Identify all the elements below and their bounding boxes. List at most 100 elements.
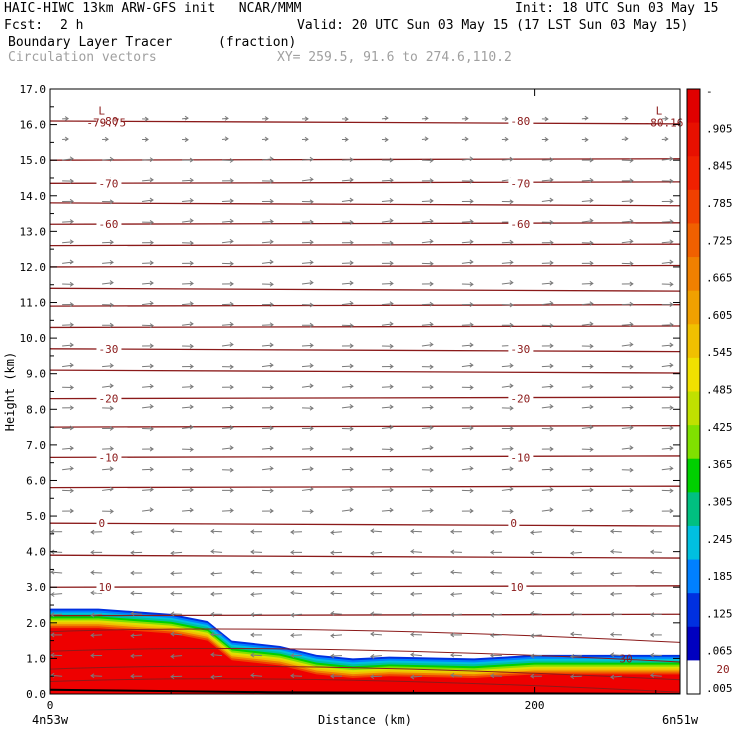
vector-arrowhead <box>549 507 554 513</box>
vector-arrowhead <box>549 280 554 286</box>
vector-arrowhead <box>269 385 274 390</box>
vector-arrowhead <box>69 445 74 451</box>
vector-arrowhead <box>509 259 514 265</box>
vector-arrow <box>62 427 74 430</box>
vector-arrowhead <box>469 259 474 265</box>
vector-arrowhead <box>349 157 354 163</box>
vector-arrowhead <box>189 507 194 513</box>
colorbar-cell <box>687 189 700 224</box>
vector-arrowhead <box>69 342 74 348</box>
colorbar-label: .365 <box>706 458 733 471</box>
x-axis-label: Distance (km) <box>318 713 412 727</box>
vector-arrowhead <box>669 219 674 224</box>
vector-arrow <box>62 324 74 326</box>
vector-arrow <box>461 467 473 471</box>
vector-arrowhead <box>389 198 394 203</box>
vector-arrowhead <box>349 280 354 286</box>
vector-arrowhead <box>349 300 354 306</box>
vector-arrow <box>570 530 582 533</box>
vector-arrow <box>341 262 353 264</box>
vector-arrowhead <box>389 487 394 493</box>
vector-arrow <box>142 509 154 512</box>
vector-arrowhead <box>290 529 295 535</box>
vector-arrowhead <box>629 261 634 267</box>
vector-arrow <box>621 406 633 409</box>
vector-arrowhead <box>269 178 274 184</box>
vector-arrowhead <box>69 385 75 390</box>
colorbar-label: .305 <box>706 495 733 508</box>
colorbar-label: .845 <box>706 160 733 173</box>
vector-arrow <box>62 447 74 450</box>
vector-arrowhead <box>609 674 615 680</box>
vector-arrowhead <box>269 362 274 368</box>
vector-arrowhead <box>649 529 655 535</box>
y-tick-label: 12.0 <box>20 261 47 274</box>
vector-arrow <box>410 572 422 575</box>
vector-arrow <box>91 613 103 616</box>
vector-arrowhead <box>469 156 474 162</box>
isotherm-line <box>50 425 680 428</box>
vector-arrowhead <box>304 116 309 122</box>
vector-arrowhead <box>349 426 354 432</box>
vector-arrow <box>221 344 234 347</box>
vector-arrowhead <box>189 343 194 349</box>
vector-arrowhead <box>589 487 594 493</box>
vector-arrow <box>650 674 662 677</box>
vector-arrowhead <box>149 197 154 203</box>
vector-arrowhead <box>170 550 175 556</box>
vector-arrow <box>581 323 593 326</box>
vector-arrowhead <box>450 672 455 678</box>
vector-arrowhead <box>669 198 674 204</box>
vector-arrow <box>341 385 353 388</box>
vector-arrowhead <box>290 673 295 679</box>
x-end-label: 6n51w <box>662 713 699 727</box>
vector-arrowhead <box>309 363 314 369</box>
colorbar-label: .425 <box>706 421 733 434</box>
vector-arrowhead <box>609 632 615 637</box>
vector-arrowhead <box>90 612 95 618</box>
colorbar-cell <box>687 492 700 527</box>
vector-arrowhead <box>549 466 554 472</box>
vector-arrowhead <box>210 652 215 658</box>
vector-arrowhead <box>664 116 669 122</box>
field-name: Boundary Layer Tracer <box>8 35 173 50</box>
vector-arrow <box>261 324 274 326</box>
vector-arrow <box>102 448 114 450</box>
vector-arrowhead <box>410 528 415 534</box>
vector-arrowhead <box>589 240 594 246</box>
vector-arrow <box>211 550 223 553</box>
vector-arrowhead <box>229 301 234 307</box>
vector-arrowhead <box>170 674 175 680</box>
vector-arrowhead <box>69 198 75 204</box>
vector-arrow <box>461 344 473 347</box>
vector-arrowhead <box>649 569 655 575</box>
isotherm-line <box>50 348 680 353</box>
vector-arrowhead <box>269 425 274 431</box>
vector-arrowhead <box>210 591 215 597</box>
vector-arrow <box>370 633 383 636</box>
vector-arrowhead <box>229 158 234 163</box>
contour-label: -10 <box>98 451 118 464</box>
vector-arrow <box>541 179 553 182</box>
y-tick-label: 2.0 <box>26 617 46 630</box>
vector-arrowhead <box>309 405 314 411</box>
vector-arrow <box>541 385 553 388</box>
vector-arrowhead <box>149 220 154 225</box>
vector-arrow <box>182 489 194 491</box>
vector-arrow <box>530 531 542 534</box>
vector-arrow <box>301 488 313 491</box>
vector-arrowhead <box>170 654 175 659</box>
vector-arrowhead <box>109 363 114 369</box>
vector-arrowhead <box>549 383 554 389</box>
vector-arrowhead <box>50 612 55 618</box>
vector-arrowhead <box>509 405 514 411</box>
contour-label: -60 <box>510 218 530 231</box>
vector-arrowhead <box>149 404 154 409</box>
vector-arrowhead <box>490 529 495 535</box>
vector-arrow <box>541 159 553 161</box>
vector-arrow <box>461 427 473 430</box>
vector-arrowhead <box>389 301 394 307</box>
isotherm-line <box>50 264 680 268</box>
low-symbol: L <box>656 105 663 118</box>
vector-arrowhead <box>229 364 234 370</box>
